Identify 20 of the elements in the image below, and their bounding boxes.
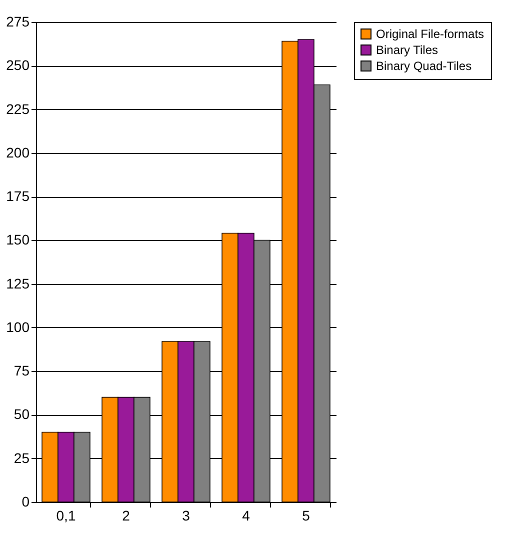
x-tick-label: 2 <box>122 508 130 524</box>
legend-label: Binary Tiles <box>376 43 438 57</box>
y-tick-label: 275 <box>6 14 30 30</box>
x-tick-label: 3 <box>182 508 190 524</box>
x-tick-label: 5 <box>302 508 310 524</box>
legend-label: Binary Quad-Tiles <box>376 59 472 73</box>
y-tick-label: 250 <box>6 57 30 74</box>
x-tick-label: 0,1 <box>56 508 76 524</box>
x-tick-label: 4 <box>242 508 250 524</box>
y-tick-label: 225 <box>6 100 30 117</box>
y-tick-label: 125 <box>6 275 30 292</box>
y-tick-label: 175 <box>6 188 30 204</box>
legend-label: Original File-formats <box>376 27 484 41</box>
y-tick-label: 100 <box>6 318 30 335</box>
y-tick-label: 200 <box>6 144 30 160</box>
y-tick-label: 50 <box>14 406 30 422</box>
y-tick-label: 0 <box>22 494 30 510</box>
y-tick-label: 150 <box>6 232 30 248</box>
y-tick-label: 25 <box>14 450 30 466</box>
y-tick-label: 75 <box>14 362 30 379</box>
